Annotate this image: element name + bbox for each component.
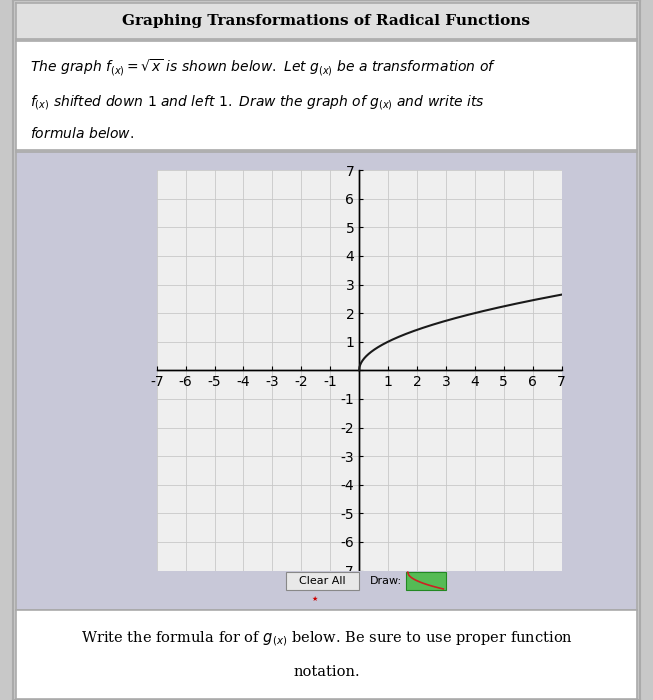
Text: Graphing Transformations of Radical Functions: Graphing Transformations of Radical Func… — [123, 14, 530, 28]
Text: ★: ★ — [311, 596, 318, 602]
Text: notation.: notation. — [293, 665, 360, 679]
Text: Write the formula for of $g_{(x)}$ below. Be sure to use proper function: Write the formula for of $g_{(x)}$ below… — [80, 629, 573, 648]
FancyBboxPatch shape — [286, 572, 359, 590]
FancyBboxPatch shape — [406, 571, 446, 591]
Text: $\it{formula\ below.}$: $\it{formula\ below.}$ — [30, 126, 134, 141]
Text: $\it{The\ graph}$ $f_{(x)} = \sqrt{x}$ $\it{is\ shown\ below.\ Let}$ $g_{(x)}$ $: $\it{The\ graph}$ $f_{(x)} = \sqrt{x}$ $… — [30, 57, 496, 78]
Text: Clear All: Clear All — [299, 576, 346, 586]
Text: $f_{(x)}$ $\it{shifted\ down\ 1\ and\ left\ 1.\ Draw\ the\ graph\ of}$ $g_{(x)}$: $f_{(x)}$ $\it{shifted\ down\ 1\ and\ le… — [30, 93, 485, 113]
Text: Draw:: Draw: — [370, 576, 402, 586]
